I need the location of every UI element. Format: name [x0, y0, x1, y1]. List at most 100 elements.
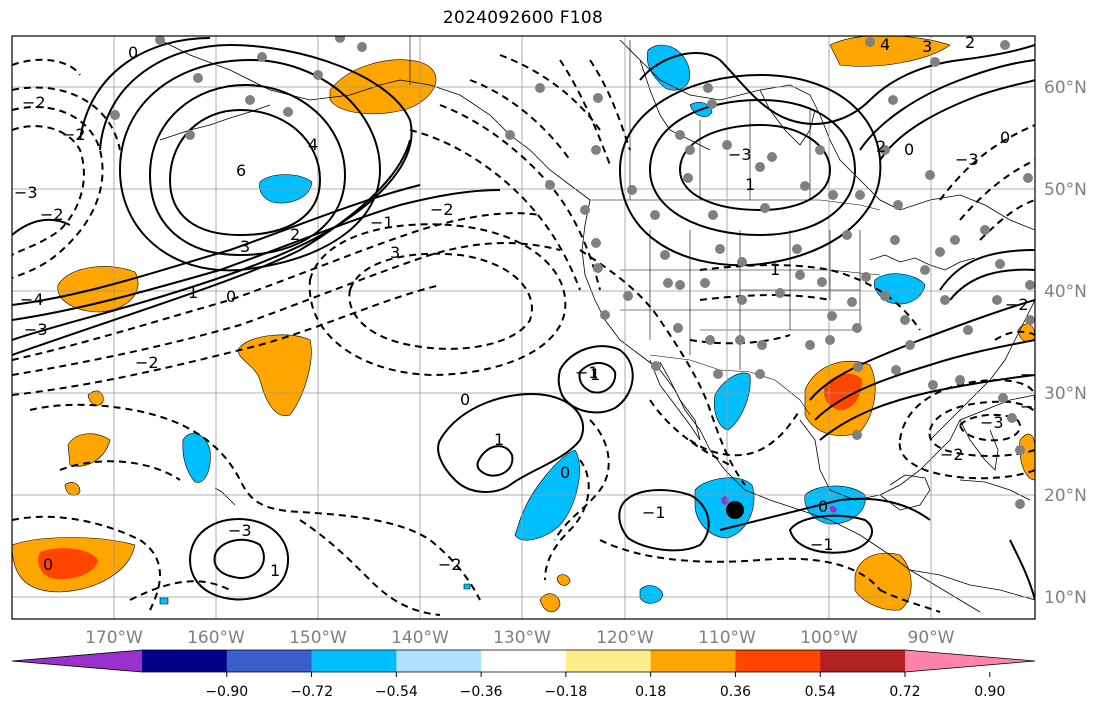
lat-label: 30°N	[1044, 384, 1087, 404]
svg-text:−1: −1	[1020, 365, 1044, 384]
lat-label: 60°N	[1044, 78, 1087, 98]
shade-red-south-pac	[38, 548, 98, 580]
coast-baja	[649, 359, 701, 441]
dash-conus-1	[699, 264, 921, 331]
colorbar-tick-label: 0.36	[720, 684, 751, 700]
contour-zero-epac	[437, 393, 585, 493]
coast-alaska	[159, 39, 591, 201]
svg-text:−3: −3	[728, 145, 752, 164]
svg-text:2: 2	[290, 225, 300, 244]
svg-text:−2: −2	[135, 353, 159, 372]
contour-high-epac-inner	[578, 362, 617, 394]
coast-canada-arctic	[639, 59, 711, 151]
coast-aleutians	[159, 104, 271, 141]
dash-ne-atl-2	[959, 159, 1035, 221]
contour-high-pac-inner	[213, 538, 265, 580]
colorbar-tick-label: 0.90	[974, 684, 1005, 700]
shade-purple-dot	[721, 496, 729, 505]
dash-east-epac	[599, 539, 881, 591]
dash-closed-pac	[348, 252, 533, 350]
colorbar-extend-min	[12, 650, 142, 672]
coast-central-america	[909, 569, 1035, 601]
colorbar-tick-label: −0.72	[290, 684, 333, 700]
contour-se-1	[1009, 539, 1035, 601]
dash-epac-band-2	[544, 459, 590, 581]
shade-blue-tiny-2	[463, 583, 471, 590]
dash-coast-3	[469, 79, 571, 161]
svg-text:6: 6	[236, 161, 246, 180]
dash-pac-5	[299, 519, 441, 616]
colorbar-tick-label: −0.18	[544, 684, 587, 700]
svg-text:3: 3	[922, 37, 932, 56]
contour-atlantic-1	[859, 59, 1035, 151]
svg-text:−2: −2	[438, 555, 462, 574]
svg-text:−1: −1	[370, 213, 394, 232]
contour-high-canada-3	[619, 73, 882, 267]
svg-text:−2: −2	[62, 125, 86, 144]
colorbar-segment	[820, 650, 906, 672]
dash-pac-2	[59, 460, 181, 481]
contour-canada-4	[639, 44, 1035, 125]
svg-text:−3: −3	[24, 320, 48, 339]
svg-text:−3: −3	[980, 413, 1004, 432]
shade-blue-tiny	[159, 597, 169, 605]
lon-label: 160°W	[187, 628, 245, 648]
lat-label: 10°N	[1044, 588, 1087, 608]
colorbar-tick-label: 0.72	[889, 684, 920, 700]
shade-orange-small-2	[87, 390, 104, 406]
contour-west-edge	[12, 218, 71, 236]
svg-text:0: 0	[560, 463, 570, 482]
svg-text:2: 2	[876, 137, 886, 156]
dash-atlantic-low-2	[928, 400, 1035, 457]
colorbar-tick-label: −0.54	[375, 684, 418, 700]
colorbar-segment	[226, 650, 313, 672]
contour-mexico-low	[618, 489, 710, 552]
colorbar-segment	[735, 650, 821, 672]
lon-label: 170°W	[85, 628, 143, 648]
svg-text:−1: −1	[642, 503, 666, 522]
colorbar-segment	[650, 650, 736, 672]
contour-jet-2	[12, 184, 421, 306]
lon-label: 90°W	[908, 628, 955, 648]
coast-hudson	[759, 89, 816, 146]
lon-label: 100°W	[800, 628, 858, 648]
shade-blue-mexico	[713, 372, 751, 431]
svg-text:0: 0	[128, 43, 138, 62]
contour-gulf-2	[814, 339, 1035, 421]
dash-closed-pac-2	[308, 223, 567, 377]
colorbar-segment	[481, 650, 567, 672]
dash-nw-4	[12, 58, 81, 76]
svg-text:4: 4	[308, 135, 318, 154]
contour-mexico-2	[719, 497, 931, 531]
coast-east-us	[929, 299, 1035, 441]
dash-pac-4	[129, 580, 231, 601]
svg-text:−2: −2	[430, 200, 454, 219]
colorbar-segment	[396, 650, 482, 672]
contour-high-nw-4	[12, 43, 413, 341]
svg-text:−1: −1	[575, 363, 599, 382]
lat-label: 20°N	[1044, 486, 1087, 506]
province-lines	[629, 40, 811, 200]
shade-orange-east-pac	[854, 552, 912, 611]
dash-epac-band	[554, 419, 610, 541]
colorbar: −0.90 −0.72 −0.54 −0.36 −0.18 0.18 0.36 0.54 0.7…	[11, 649, 1036, 700]
dash-canada	[589, 59, 631, 151]
svg-text:4: 4	[880, 35, 890, 54]
svg-text:0: 0	[460, 390, 470, 409]
lon-label: 110°W	[698, 628, 756, 648]
contour-high-nw-1	[168, 108, 322, 237]
colorbar-segment	[311, 650, 397, 672]
svg-text:2: 2	[965, 33, 975, 52]
dash-atlantic-low-3	[958, 413, 1021, 442]
shade-red-gulf	[823, 373, 862, 411]
svg-text:−2: −2	[22, 93, 46, 112]
contour-jet-1	[12, 189, 501, 321]
svg-text:−3: −3	[955, 150, 979, 169]
dash-nw-2	[12, 105, 104, 279]
svg-text:0: 0	[818, 497, 828, 516]
dash-conus-2	[699, 294, 831, 301]
svg-text:0: 0	[1000, 128, 1010, 147]
contour-atlantic-2	[879, 79, 1035, 161]
shade-orange-small-5	[556, 574, 571, 586]
dash-atlantic-low	[898, 378, 1035, 480]
